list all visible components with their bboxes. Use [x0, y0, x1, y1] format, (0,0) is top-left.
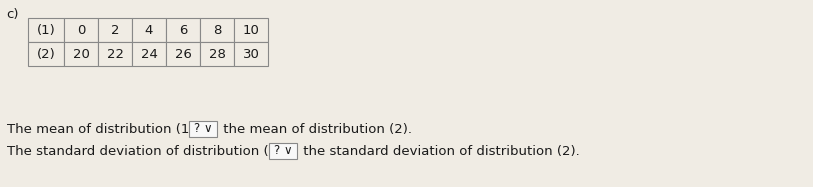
Bar: [132, 18, 166, 42]
Text: The standard deviation of distribution (1) is: The standard deviation of distribution (…: [7, 145, 302, 157]
Text: the standard deviation of distribution (2).: the standard deviation of distribution (…: [299, 145, 580, 157]
Text: 20: 20: [72, 47, 89, 61]
Text: 30: 30: [242, 47, 259, 61]
Bar: [98, 18, 132, 42]
Text: 26: 26: [175, 47, 191, 61]
Bar: [200, 42, 234, 66]
Text: the mean of distribution (2).: the mean of distribution (2).: [220, 122, 412, 136]
Text: 2: 2: [111, 24, 120, 36]
Bar: [189, 121, 217, 137]
Text: (1): (1): [37, 24, 55, 36]
Bar: [166, 42, 200, 66]
Text: 10: 10: [242, 24, 259, 36]
Bar: [269, 143, 298, 159]
Text: 8: 8: [213, 24, 221, 36]
Bar: [28, 42, 64, 66]
Text: ? ∨: ? ∨: [274, 145, 293, 157]
Text: 6: 6: [179, 24, 187, 36]
Bar: [98, 42, 132, 66]
Text: 24: 24: [141, 47, 158, 61]
Bar: [234, 42, 268, 66]
Bar: [234, 18, 268, 42]
Text: c): c): [6, 8, 19, 21]
Bar: [64, 18, 98, 42]
Text: 4: 4: [145, 24, 153, 36]
Text: 28: 28: [209, 47, 225, 61]
Bar: [132, 42, 166, 66]
Text: 0: 0: [76, 24, 85, 36]
Text: (2): (2): [37, 47, 55, 61]
Bar: [28, 18, 64, 42]
Text: ? ∨: ? ∨: [194, 122, 213, 136]
Bar: [64, 42, 98, 66]
Bar: [166, 18, 200, 42]
Text: The mean of distribution (1) is: The mean of distribution (1) is: [7, 122, 214, 136]
Text: 22: 22: [107, 47, 124, 61]
Bar: [200, 18, 234, 42]
